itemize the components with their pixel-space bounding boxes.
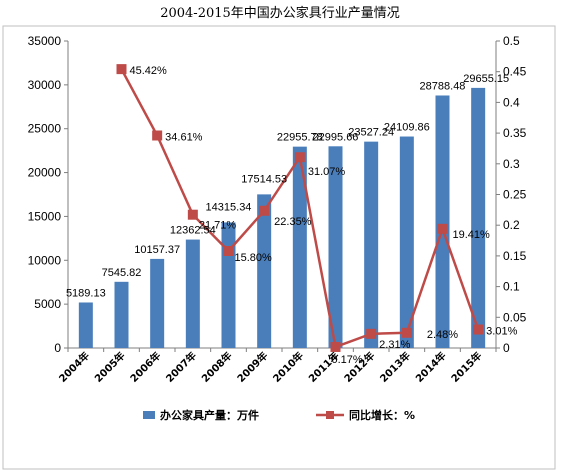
bar (435, 95, 450, 348)
bar (221, 222, 236, 348)
left-tick-label: 25000 (28, 122, 62, 136)
growth-marker (401, 327, 412, 338)
line-data-label: 2.31% (379, 339, 410, 351)
bar (399, 136, 414, 348)
labels-layer: 5189.13 7545.82 10157.37 12362.54 14315.34 17… (66, 65, 518, 366)
bar-data-label: 22955.78 (277, 132, 323, 144)
growth-marker (187, 209, 198, 220)
bar-data-label: 29655.15 (463, 73, 509, 85)
growth-marker (366, 328, 377, 339)
line-data-label: 0.17% (332, 354, 363, 366)
line-data-label: 2.48% (427, 329, 458, 341)
growth-marker (294, 152, 305, 163)
bar-data-label: 17514.53 (241, 173, 287, 185)
right-tick-label: 0 (503, 341, 510, 355)
bar-data-label: 12362.54 (170, 225, 216, 237)
left-tick-label: 0 (54, 341, 61, 355)
line-data-label: 34.61% (165, 131, 203, 143)
right-tick-label: 0.15 (503, 249, 527, 263)
growth-marker (473, 324, 484, 335)
bar (185, 239, 200, 348)
growth-marker (223, 245, 234, 256)
legend-bar-label: 办公家具产量：万件 (160, 408, 259, 422)
bar (471, 87, 486, 349)
bar-data-label: 23527.24 (348, 127, 394, 139)
right-tick-label: 0.2 (503, 218, 520, 232)
right-tick-label: 0.25 (503, 188, 527, 202)
bar (150, 258, 165, 348)
left-tick-label: 30000 (28, 78, 62, 92)
line-data-label: 21.71% (199, 220, 237, 232)
growth-marker (437, 223, 448, 234)
line-data-label: 15.80% (235, 252, 273, 264)
right-tick-label: 0.3 (503, 157, 520, 171)
legend-line-label: 同比增长：% (349, 408, 415, 422)
line-data-label: 19.41% (453, 229, 491, 241)
bar-data-label: 22995.66 (313, 131, 359, 143)
bar (114, 281, 129, 348)
left-tick-label: 20000 (28, 166, 62, 180)
left-tick-label: 35000 (28, 34, 62, 48)
bar-data-label: 14315.34 (206, 201, 252, 213)
growth-marker (152, 130, 163, 141)
line-data-label: 22.35% (274, 216, 312, 228)
right-tick-label: 0.1 (503, 280, 520, 294)
legend-line-marker (326, 411, 334, 419)
left-tick-label: 5000 (34, 297, 61, 311)
bar (78, 302, 93, 348)
growth-marker (330, 341, 341, 352)
bar-data-label: 24109.86 (384, 122, 430, 134)
bar-data-label: 28788.48 (420, 80, 466, 92)
bar-data-label: 5189.13 (66, 287, 106, 299)
line-data-label: 3.01% (486, 326, 517, 338)
line-layer (116, 64, 484, 352)
left-tick-label: 15000 (28, 209, 62, 223)
bar-data-label: 10157.37 (134, 244, 180, 256)
right-tick-label: 0.4 (503, 95, 520, 109)
right-tick-label: 0.45 (503, 65, 527, 79)
line-data-label: 45.42% (130, 65, 168, 77)
line-data-label: 31.07% (308, 166, 346, 178)
right-tick-label: 0.5 (503, 34, 520, 48)
right-tick-label: 0.35 (503, 126, 527, 140)
bar (292, 146, 307, 348)
growth-marker (259, 205, 270, 216)
bar-data-label: 7545.82 (102, 267, 142, 279)
chart-title: 2004-2015年中国办公家具行业产量情况 (160, 5, 400, 21)
legend-bar-swatch (143, 411, 155, 419)
growth-marker (116, 64, 127, 75)
right-tick-label: 0.05 (503, 310, 527, 324)
bar (257, 194, 272, 348)
bar (328, 146, 343, 348)
bar (364, 141, 379, 348)
chart-border (2, 25, 556, 470)
legend: 办公家具产量：万件 同比增长：% (143, 408, 415, 422)
left-tick-label: 10000 (28, 253, 62, 267)
